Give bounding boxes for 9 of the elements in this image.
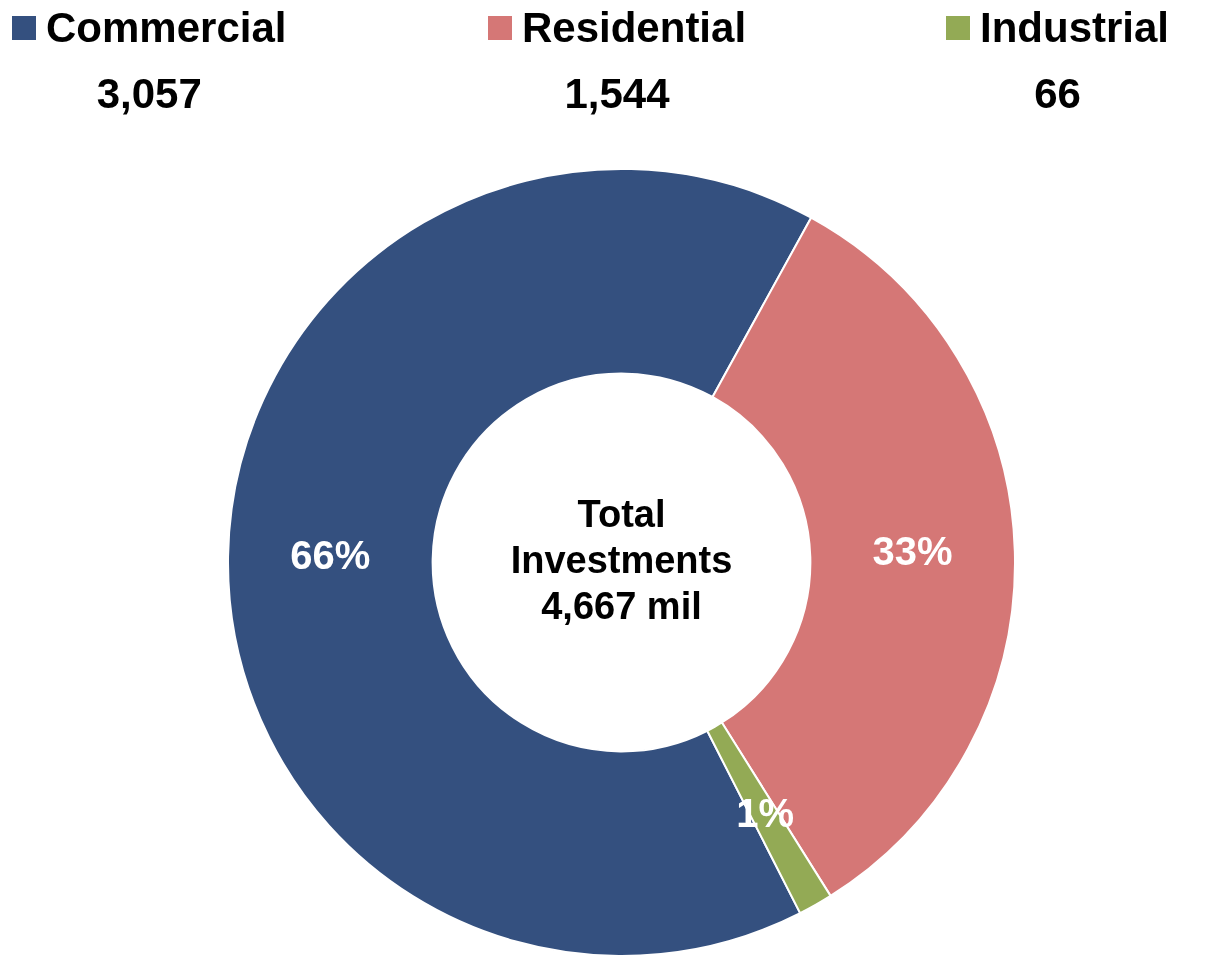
legend-label: Residential xyxy=(522,4,747,52)
data-label: 3,057 xyxy=(95,70,203,118)
data-label: 1,544 xyxy=(563,70,671,118)
text: 66% xyxy=(290,532,371,577)
data-label: 66 xyxy=(1033,70,1082,118)
legend-label: Industrial xyxy=(980,4,1170,52)
text: Total Investments 4,667 mil xyxy=(510,492,733,627)
legend-label: Commercial xyxy=(46,4,287,52)
text: 33% xyxy=(872,529,953,574)
